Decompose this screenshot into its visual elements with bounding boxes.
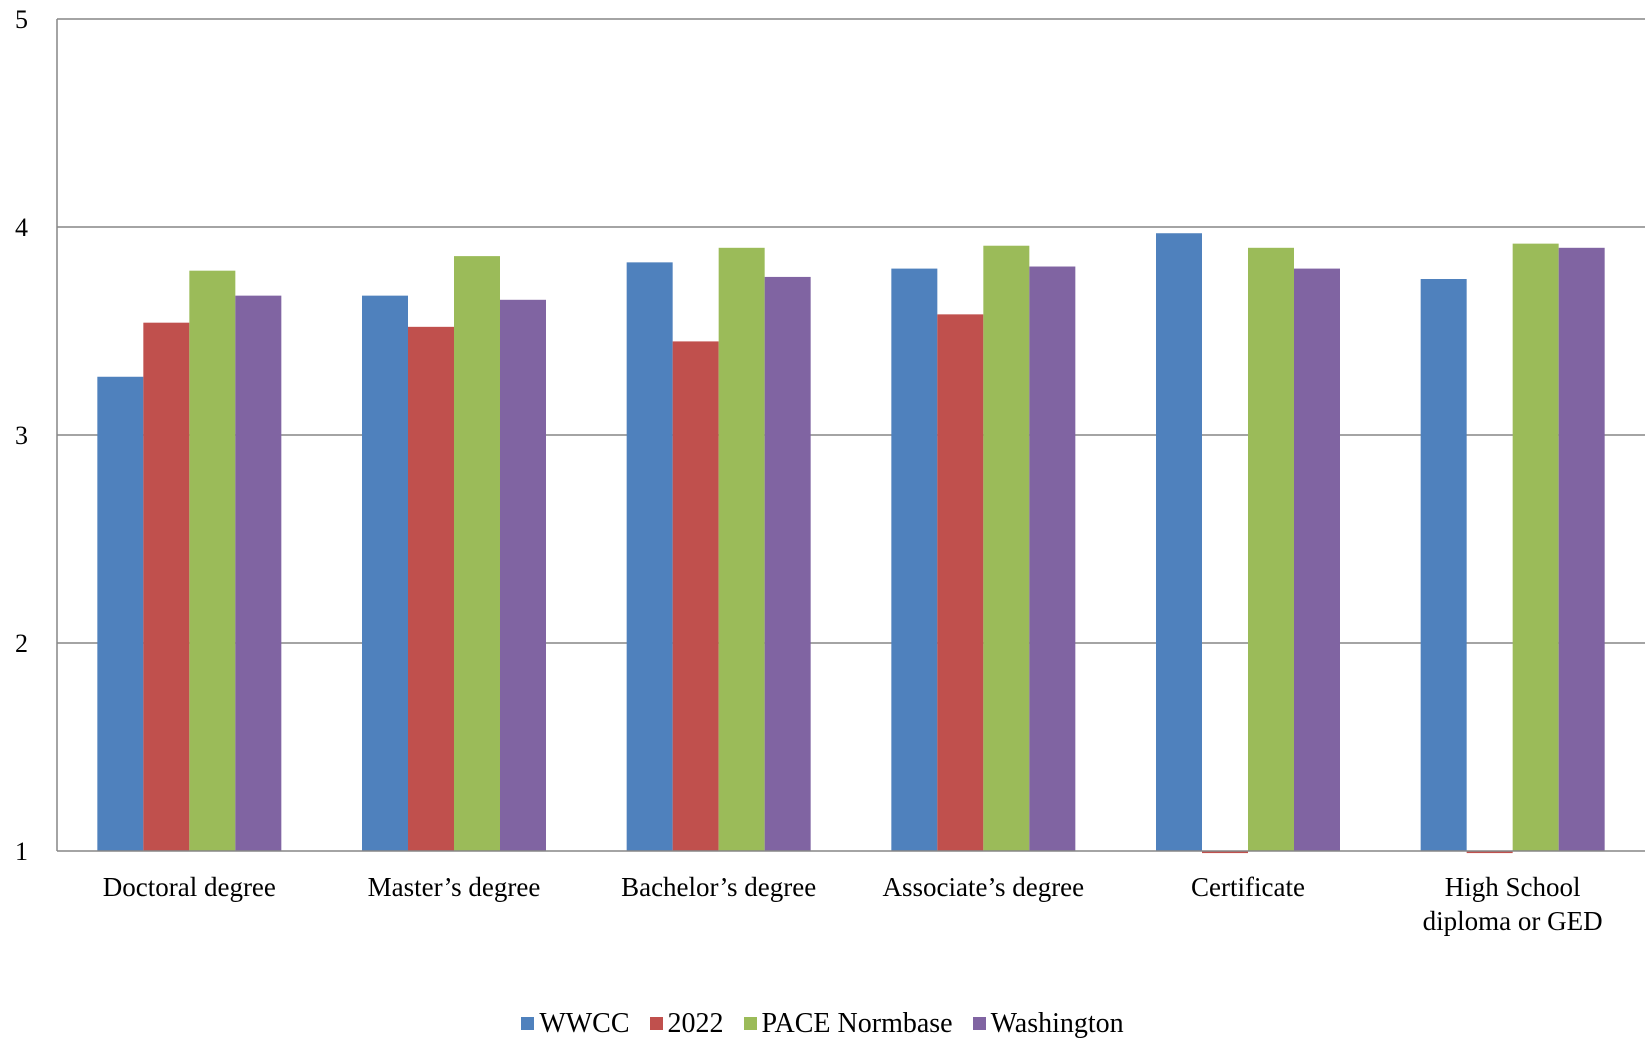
legend-label: WWCC — [539, 1007, 630, 1039]
bar — [454, 256, 500, 851]
bar — [500, 299, 546, 851]
legend-swatch — [972, 1017, 986, 1030]
legend-swatch — [649, 1017, 663, 1030]
x-tick-label: Bachelor’s degree — [621, 872, 816, 902]
legend-item: PACE Normbase — [743, 1007, 953, 1040]
legend-item: Washington — [972, 1007, 1124, 1040]
y-tick-label: 1 — [15, 837, 28, 866]
bar — [1029, 266, 1076, 851]
legend-item: WWCC — [521, 1007, 630, 1040]
bar — [1248, 247, 1294, 852]
chart-legend: WWCC 2022 PACE Normbase Washington — [0, 1006, 1645, 1040]
x-tick-label: Master’s degree — [368, 872, 541, 902]
bar — [1202, 851, 1248, 854]
legend-swatch — [743, 1017, 757, 1030]
bar — [891, 268, 938, 852]
bar — [362, 295, 408, 851]
bar — [1558, 247, 1605, 852]
x-tick-label: Associate’s degree — [882, 872, 1084, 902]
x-tick-label: Doctoral degree — [103, 872, 276, 902]
bar — [1466, 851, 1513, 854]
bar — [1512, 243, 1559, 851]
bar — [983, 245, 1030, 852]
legend-label: 2022 — [667, 1007, 724, 1039]
bar — [937, 314, 984, 851]
bar — [626, 262, 673, 851]
x-tick-label: High School — [1445, 872, 1581, 902]
y-tick-label: 4 — [15, 213, 28, 242]
bar — [189, 270, 236, 851]
bar — [1294, 268, 1340, 852]
bar — [408, 326, 454, 852]
x-tick-label: diploma or GED — [1423, 906, 1603, 936]
legend-item: 2022 — [649, 1007, 724, 1040]
bar — [97, 376, 144, 851]
bar — [764, 276, 811, 851]
bar — [718, 247, 765, 852]
x-tick-label: Certificate — [1191, 872, 1305, 902]
bar — [672, 341, 719, 851]
legend-label: PACE Normbase — [761, 1007, 953, 1039]
y-tick-label: 2 — [15, 629, 28, 658]
bar — [1156, 233, 1202, 852]
y-tick-label: 3 — [15, 421, 28, 450]
legend-label: Washington — [990, 1007, 1124, 1039]
legend-swatch — [521, 1017, 535, 1030]
bar — [1420, 279, 1467, 851]
y-tick-label: 5 — [15, 5, 28, 34]
bar-chart: 1 2 3 4 5 Doctoral degree Master’s degree Bache… — [15, 5, 1645, 936]
bar — [235, 295, 282, 851]
bar — [143, 322, 190, 851]
